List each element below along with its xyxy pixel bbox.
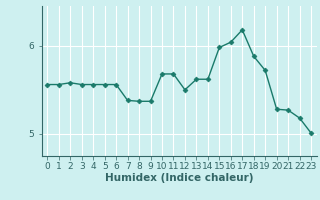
X-axis label: Humidex (Indice chaleur): Humidex (Indice chaleur) <box>105 173 253 183</box>
